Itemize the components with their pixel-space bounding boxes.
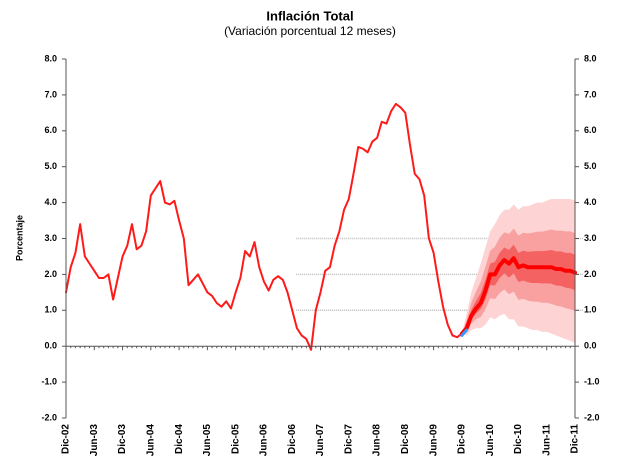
x-tick-label: Dic-05 xyxy=(230,424,241,454)
y-tick-label: 3.0 xyxy=(44,233,57,243)
chart-title: Inflación Total xyxy=(266,8,353,23)
y2-tick-label: 0.0 xyxy=(584,341,597,351)
x-tick-label: Dic-03 xyxy=(117,424,128,454)
y-tick-label: 5.0 xyxy=(44,161,57,171)
series-line xyxy=(65,102,463,351)
x-tick-label: Dic-04 xyxy=(174,424,185,454)
series-line xyxy=(459,256,577,336)
y-tick-label: 7.0 xyxy=(44,89,57,99)
x-tick-label: Dic-08 xyxy=(400,424,411,454)
x-tick-label: Dic-10 xyxy=(513,424,524,454)
x-tick-label: Jun-09 xyxy=(428,424,439,457)
x-tick-label: Jun-04 xyxy=(145,424,156,457)
y2-tick-label: 6.0 xyxy=(584,125,597,135)
y-tick-label: 8.0 xyxy=(44,53,57,63)
x-tick-label: Jun-10 xyxy=(485,424,496,457)
y2-tick-label: 4.0 xyxy=(584,197,597,207)
y-tick-label: 6.0 xyxy=(44,125,57,135)
x-tick-label: Dic-07 xyxy=(343,424,354,454)
y-tick-label: 2.0 xyxy=(44,269,57,279)
y-tick-label: 4.0 xyxy=(44,197,57,207)
y-tick-label: 0.0 xyxy=(44,341,57,351)
y-tick-label: -2.0 xyxy=(41,412,57,422)
x-tick-label: Dic-09 xyxy=(457,424,468,454)
chart-subtitle: (Variación porcentual 12 meses) xyxy=(224,24,396,38)
x-tick-label: Dic-06 xyxy=(287,424,298,454)
y2-tick-label: 3.0 xyxy=(584,233,597,243)
y2-tick-label: -1.0 xyxy=(584,376,600,386)
x-tick-label: Jun-03 xyxy=(89,424,100,457)
y-tick-label: 1.0 xyxy=(44,305,57,315)
y2-tick-label: -2.0 xyxy=(584,412,600,422)
y2-tick-label: 5.0 xyxy=(584,161,597,171)
x-tick-label: Jun-11 xyxy=(541,424,552,456)
y2-tick-label: 1.0 xyxy=(584,305,597,315)
x-tick-label: Jun-06 xyxy=(259,424,270,457)
y-axis-label: Porcentaje xyxy=(14,215,24,261)
y2-tick-label: 2.0 xyxy=(584,269,597,279)
y2-tick-label: 7.0 xyxy=(584,89,597,99)
series-line xyxy=(460,328,469,337)
y2-tick-label: 8.0 xyxy=(584,53,597,63)
x-tick-label: Jun-05 xyxy=(202,424,213,457)
x-tick-label: Jun-08 xyxy=(372,424,383,457)
x-tick-label: Dic-11 xyxy=(570,424,581,454)
x-tick-label: Dic-02 xyxy=(61,424,72,454)
x-tick-label: Jun-07 xyxy=(315,424,326,457)
y-tick-label: -1.0 xyxy=(41,376,57,386)
